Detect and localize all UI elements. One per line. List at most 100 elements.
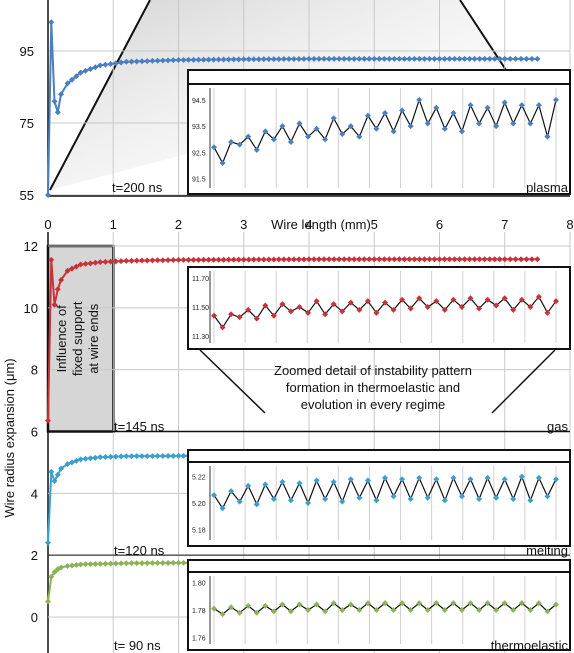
gas-inset-point	[518, 296, 525, 303]
thermoelastic-inset-point	[390, 607, 397, 613]
thermoelastic-inset-point	[467, 600, 474, 607]
plasma-series-point	[210, 56, 217, 63]
gas-series-point	[154, 257, 161, 264]
thermoelastic-series-point	[64, 562, 71, 569]
plasma-series-point	[68, 76, 75, 83]
plasma-series-point	[200, 56, 207, 63]
plasma-series-point	[381, 55, 388, 62]
thermoelastic-inset-point	[347, 601, 354, 608]
plasma-series-point	[205, 56, 212, 63]
fixed-support-line: Influence of	[54, 305, 69, 373]
gas-series-point	[466, 256, 473, 263]
melting-inset-point	[518, 473, 525, 480]
plasma-inset-point	[407, 123, 414, 130]
plasma-inset-point	[253, 146, 260, 153]
gas-series-point	[170, 257, 177, 264]
melting-series-point	[51, 477, 58, 484]
melting-inset-point	[441, 497, 448, 504]
gas-inset-point	[236, 314, 243, 321]
gas-series-point	[270, 256, 277, 263]
melting-inset-point	[484, 474, 491, 481]
thermoelastic-series-point	[175, 559, 182, 566]
gas-series-point	[165, 257, 172, 264]
thermoelastic-time-label: t= 90 ns	[114, 638, 161, 653]
top-y-tick: 55	[20, 188, 34, 203]
plasma-series-point	[507, 55, 514, 62]
gas-series-point	[461, 256, 468, 263]
plasma-series-point	[376, 55, 383, 62]
zoom-caption-line: formation in thermoelastic and	[286, 380, 460, 395]
gas-inset-point	[330, 301, 337, 308]
plasma-inset-point	[373, 125, 380, 132]
plasma-inset-point	[493, 123, 500, 130]
plasma-series-point	[351, 55, 358, 62]
thermoelastic-series-point	[165, 559, 172, 566]
melting-series-point	[87, 455, 94, 462]
zoom-line-left	[49, 0, 151, 191]
bottom-y-tick: 2	[31, 548, 38, 563]
melting-inset-point	[544, 493, 551, 500]
thermoelastic-series-point	[133, 560, 140, 567]
plasma-inset-point	[527, 120, 534, 127]
plasma-series-point	[280, 56, 287, 63]
gas-inset-point	[211, 312, 217, 319]
x-tick-label: 3	[240, 217, 247, 232]
gas-series-point	[235, 256, 242, 263]
melting-time-label: t=120 ns	[114, 543, 165, 558]
melting-inset-point	[476, 496, 483, 503]
thermoelastic-series-point	[149, 560, 156, 567]
melting-inset-point	[390, 493, 397, 500]
thermoelastic-series-point	[180, 559, 187, 566]
thermoelastic-inset-point	[382, 600, 388, 607]
gas-inset-point	[279, 301, 286, 308]
plasma-series-point	[170, 57, 177, 64]
plasma-series-point	[77, 69, 84, 76]
thermoelastic-inset-point	[219, 611, 226, 618]
gas-series-point	[48, 256, 55, 263]
thermoelastic-inset-point	[433, 600, 440, 607]
plasma-series-point	[128, 58, 135, 65]
melting-series-point	[102, 453, 109, 460]
melting-inset-point	[416, 474, 423, 481]
plasma-series-point	[175, 57, 182, 63]
thermoelastic-inset-point	[553, 601, 559, 608]
gas-series-point	[144, 257, 151, 264]
plasma-inset-point	[416, 96, 423, 103]
gas-series-point	[446, 256, 453, 263]
melting-inset-point	[270, 496, 277, 503]
thermoelastic-inset-y-tick: 1.80	[192, 581, 206, 588]
gas-series-point	[138, 257, 145, 264]
plasma-inset-point	[236, 141, 243, 148]
melting-inset-point	[501, 476, 508, 483]
gas-inset-y-tick: 11.50	[192, 305, 209, 312]
gas-time-label: t=145 ns	[114, 419, 165, 434]
melting-inset-point	[313, 477, 320, 484]
melting-inset-point	[399, 476, 406, 483]
plasma-series-point	[491, 55, 498, 62]
gas-series-point	[73, 263, 80, 270]
melting-series-point	[133, 453, 140, 460]
plasma-series-point	[326, 55, 333, 62]
plasma-series-point	[270, 56, 277, 63]
thermoelastic-inset-point	[510, 607, 517, 613]
thermoelastic-inset-header	[187, 559, 571, 573]
plasma-series-point	[411, 55, 418, 62]
plasma-series-point	[195, 56, 202, 63]
melting-inset-point	[424, 494, 431, 501]
plasma-inset-y-tick: 93.5	[192, 124, 206, 131]
plasma-series-point	[64, 80, 71, 87]
fixed-support-box	[46, 244, 115, 433]
melting-inset-point	[305, 500, 312, 506]
x-tick-label: 5	[371, 217, 378, 232]
x-tick-label: 6	[436, 217, 443, 232]
plasma-series-point	[528, 55, 535, 62]
gas-series-point	[64, 267, 71, 274]
zoom-caption-line: Zoomed detail of instability pattern	[274, 363, 472, 378]
thermoelastic-inset-point	[484, 600, 491, 607]
thermoelastic-inset-point	[356, 607, 363, 613]
plasma-series-point	[361, 55, 368, 62]
plasma-inset-point	[433, 104, 440, 111]
plasma-series-point	[260, 56, 267, 63]
gas-inset-point	[253, 315, 260, 322]
